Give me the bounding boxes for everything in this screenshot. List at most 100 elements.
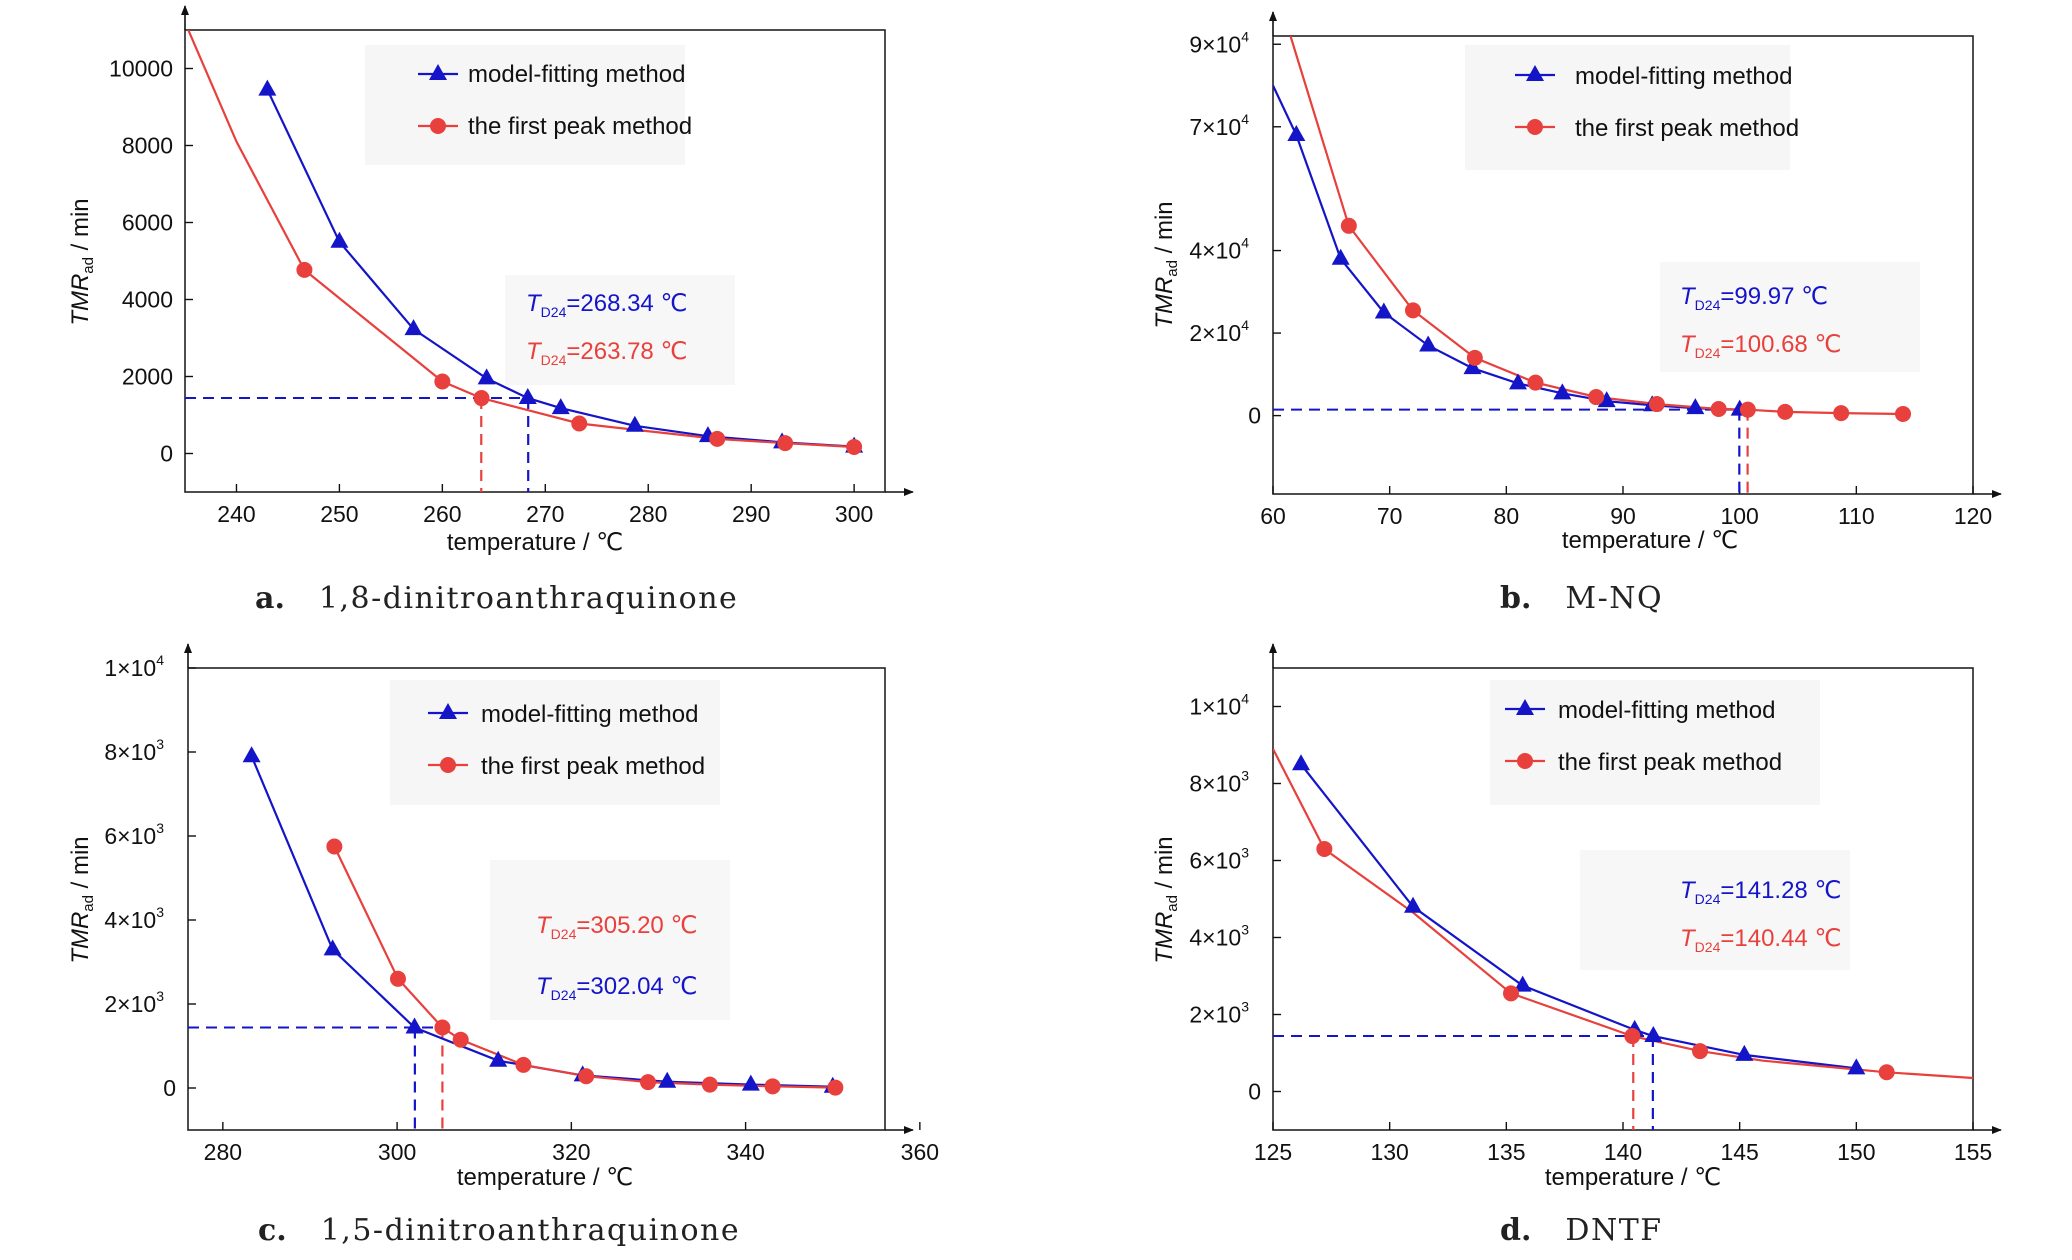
data-point-first_peak	[571, 415, 588, 432]
data-point-model	[1735, 1044, 1754, 1061]
x-tick-label: 140	[1604, 1139, 1642, 1165]
legend-box-c	[390, 680, 720, 805]
y-tick-label: 2×103	[1189, 999, 1249, 1028]
ylabel-a: TMRad / min	[67, 198, 97, 325]
x-tick-label: 80	[1494, 503, 1520, 529]
x-tick-label: 280	[204, 1139, 242, 1165]
ylabel-b: TMRad / min	[1151, 201, 1181, 328]
x-tick-label: 60	[1260, 503, 1286, 529]
data-point-model	[404, 319, 423, 336]
data-point-model	[405, 1017, 424, 1034]
annotation-box-d	[1580, 850, 1850, 970]
td24-value: =141.28 ℃	[1720, 877, 1841, 904]
td24-value: =99.97 ℃	[1720, 283, 1828, 310]
y-tick-exponent: 3	[156, 736, 164, 752]
legend-item-model-c: model-fitting method	[428, 701, 698, 728]
legend-box-a	[365, 45, 685, 165]
y-tick-label: 9×104	[1189, 28, 1249, 57]
y-tick-exponent: 3	[156, 904, 164, 920]
chart-c: 280 300 320 340 360 0 2×103 4×103 6×103 8×103 1×10…	[104, 643, 939, 1165]
legend-marker-circle	[1517, 753, 1533, 769]
y-tick-label: 10000	[109, 56, 173, 82]
ylabel-c: TMRad / min	[67, 836, 97, 963]
legend-item-first-peak-b: the first peak method	[1515, 115, 1799, 142]
legend-label-model: model-fitting method	[1558, 697, 1775, 724]
panel-d: TMRad / min temperature / ℃ model-fittin…	[1151, 667, 1974, 1248]
td24-model-d: TD24=141.28 ℃	[1680, 877, 1841, 907]
xlabel-d: temperature / ℃	[1545, 1164, 1721, 1191]
caption-text: DNTF	[1565, 1213, 1662, 1248]
td24-first-peak-d: TD24=140.44 ℃	[1680, 925, 1841, 955]
td24-first-peak-a: TD24=263.78 ℃	[526, 338, 687, 368]
y-tick-exponent: 4	[1241, 28, 1249, 44]
caption-letter: b.	[1500, 581, 1531, 616]
data-point-model	[1374, 302, 1393, 319]
x-tick-label: 125	[1254, 1139, 1292, 1165]
data-point-model	[658, 1071, 677, 1088]
legend-item-first-peak-a: the first peak method	[418, 113, 692, 140]
data-point-first_peak	[1648, 396, 1665, 413]
y-tick-label: 0	[163, 1075, 176, 1101]
legend-label-first-peak: the first peak method	[1575, 115, 1799, 142]
data-point-first_peak	[452, 1031, 469, 1048]
y-tick-exponent: 3	[156, 988, 164, 1004]
legend-marker-circle	[1527, 119, 1543, 135]
y-tick-label: 6000	[122, 210, 173, 236]
data-point-first_peak	[640, 1074, 657, 1091]
y-tick-label: 0	[1248, 403, 1261, 429]
y-tick-exponent: 3	[156, 820, 164, 836]
td24-value: =100.68 ℃	[1720, 331, 1841, 358]
y-tick-label: 8×103	[1189, 768, 1249, 797]
td24-model-c: TD24=302.04 ℃	[536, 973, 697, 1003]
y-tick-label: 2×103	[104, 988, 164, 1017]
x-tick-label: 70	[1377, 503, 1403, 529]
xlabel-b: temperature / ℃	[1562, 527, 1738, 554]
data-point-first_peak	[473, 390, 490, 407]
caption-letter: d.	[1500, 1213, 1531, 1248]
legend-marker-triangle	[429, 64, 447, 80]
x-tick-label: 155	[1954, 1139, 1992, 1165]
data-point-model	[330, 231, 349, 248]
y-tick-exponent: 3	[1241, 999, 1249, 1015]
caption-text: 1,8-dinitroanthraquinone	[319, 581, 738, 616]
data-point-model	[258, 79, 277, 96]
ylabel-main: TMR	[1151, 912, 1178, 964]
x-tick-label: 320	[552, 1139, 590, 1165]
data-point-first_peak	[1895, 405, 1911, 422]
x-tick-label: 150	[1837, 1139, 1875, 1165]
annotation-box-b	[1660, 262, 1920, 372]
x-tick-label: 260	[423, 501, 461, 527]
svg-text:TMRad / min: TMRad / min	[1151, 201, 1181, 328]
legend-item-first-peak-d: the first peak method	[1505, 749, 1782, 776]
data-point-first_peak	[1624, 1028, 1641, 1045]
ylabel-unit: / min	[67, 198, 94, 257]
svg-text:TMRad / min: TMRad / min	[67, 836, 97, 963]
td24-value: =302.04 ℃	[576, 973, 697, 1000]
td24-sub: D24	[541, 352, 567, 368]
x-tick-label: 360	[901, 1139, 939, 1165]
data-point-model	[1331, 248, 1350, 265]
ylabel-sub: ad	[1164, 260, 1181, 277]
ylabel-main: TMR	[67, 274, 94, 326]
y-tick-label: 8000	[122, 133, 173, 159]
ylabel-main: TMR	[1151, 277, 1178, 329]
y-tick-label: 7×104	[1189, 111, 1249, 140]
y-tick-exponent: 3	[1241, 768, 1249, 784]
data-point-first_peak	[515, 1056, 532, 1073]
legend-box-b	[1465, 45, 1790, 170]
td24-sub: D24	[1695, 297, 1721, 313]
y-tick-label: 6×103	[1189, 845, 1249, 874]
td24-model-b: TD24=99.97 ℃	[1680, 283, 1828, 313]
data-point-first_peak	[1588, 389, 1605, 406]
td24-sub: D24	[1695, 939, 1721, 955]
data-point-first_peak	[1466, 349, 1483, 366]
data-point-first_peak	[1777, 403, 1794, 420]
data-point-model	[1419, 335, 1438, 352]
data-point-model	[1644, 1026, 1663, 1043]
svg-text:TMRad / min: TMRad / min	[1151, 836, 1181, 963]
caption-letter: a.	[255, 581, 285, 616]
x-tick-label: 100	[1720, 503, 1758, 529]
panel-a: TMRad / min temperature / ℃ model-fittin…	[67, 29, 886, 616]
legend-item-model-a: model-fitting method	[418, 61, 685, 88]
